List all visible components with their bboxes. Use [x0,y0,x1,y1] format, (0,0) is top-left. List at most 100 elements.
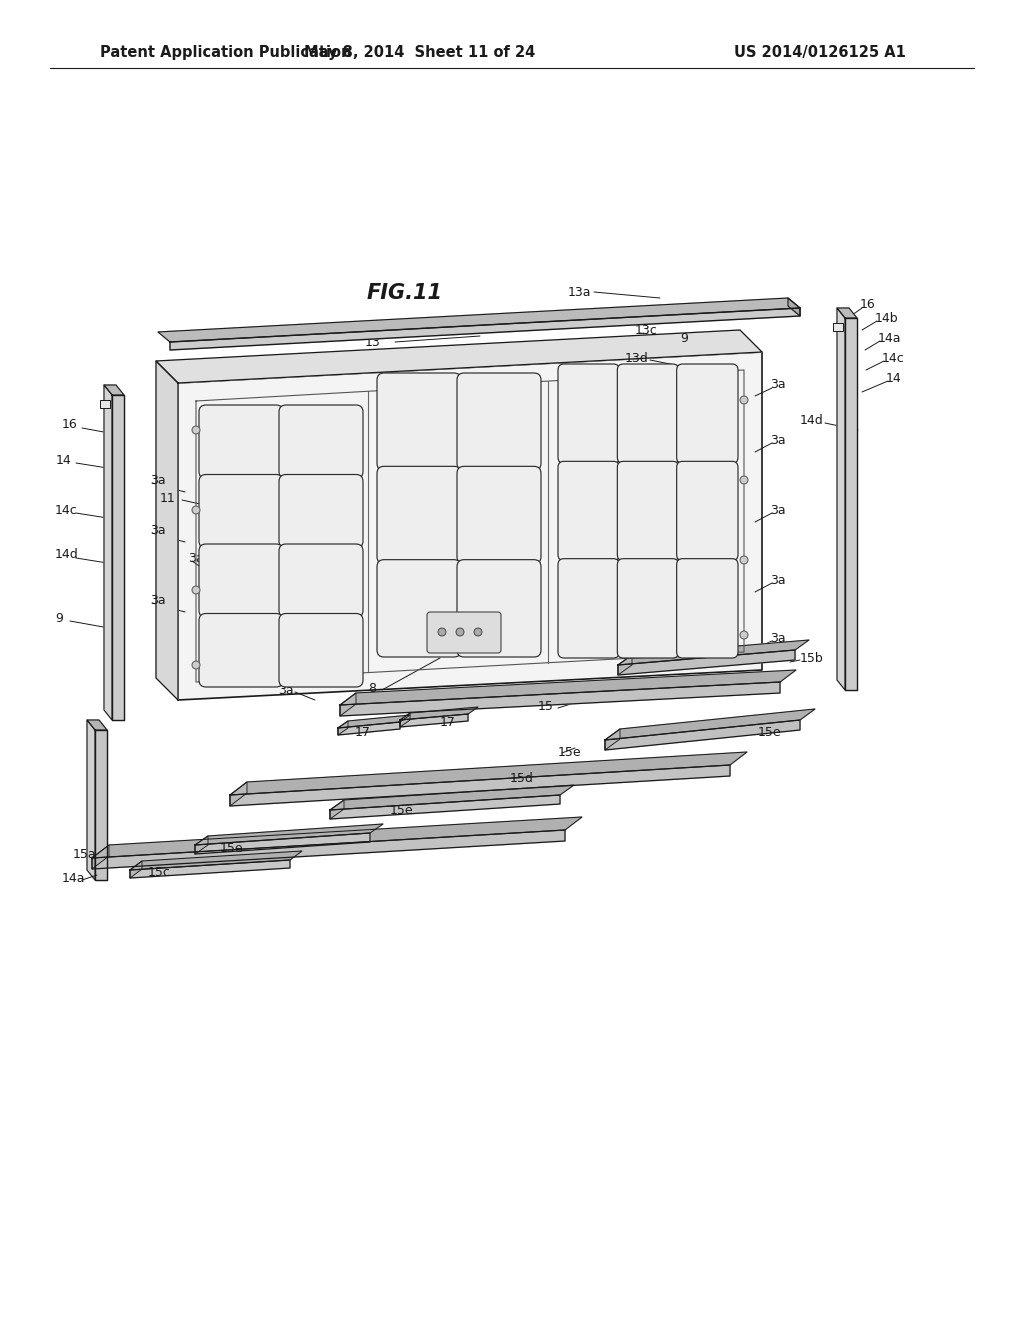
Polygon shape [605,719,800,750]
Text: 15b: 15b [800,652,823,664]
Polygon shape [330,795,560,818]
Text: 3: 3 [663,375,671,388]
FancyBboxPatch shape [279,474,362,548]
Polygon shape [605,729,620,750]
Polygon shape [195,824,383,845]
Polygon shape [104,385,112,719]
FancyBboxPatch shape [558,558,620,657]
Text: 7: 7 [618,424,626,437]
Polygon shape [605,709,815,741]
FancyBboxPatch shape [427,612,501,653]
Bar [100,400,110,408]
FancyBboxPatch shape [199,544,283,618]
Circle shape [193,586,200,594]
FancyBboxPatch shape [677,558,738,657]
Text: 11: 11 [650,366,666,379]
FancyBboxPatch shape [377,560,461,657]
Circle shape [740,477,748,484]
Polygon shape [178,352,762,700]
Polygon shape [788,298,800,315]
Text: 15e: 15e [758,726,781,738]
Text: 3a: 3a [258,661,273,675]
Polygon shape [618,655,632,675]
FancyBboxPatch shape [377,466,461,564]
Circle shape [740,631,748,639]
Text: 10: 10 [630,441,646,454]
Circle shape [193,661,200,669]
FancyBboxPatch shape [457,466,541,564]
FancyBboxPatch shape [617,558,679,657]
Text: Patent Application Publication: Patent Application Publication [100,45,351,59]
Text: 14d: 14d [55,549,79,561]
Polygon shape [195,833,370,854]
Text: 3a: 3a [770,631,785,644]
Text: US 2014/0126125 A1: US 2014/0126125 A1 [734,45,906,59]
Polygon shape [400,713,410,727]
FancyBboxPatch shape [279,614,362,686]
Text: 3a: 3a [770,573,785,586]
Polygon shape [338,722,400,735]
Polygon shape [92,830,565,869]
Polygon shape [837,308,845,690]
Polygon shape [95,730,106,880]
Text: 15e: 15e [390,804,414,817]
Polygon shape [104,385,124,395]
Text: 8: 8 [368,681,376,694]
Text: FIG.11: FIG.11 [367,282,443,304]
Polygon shape [340,671,796,705]
FancyBboxPatch shape [457,374,541,470]
Polygon shape [130,861,142,878]
Text: 16: 16 [860,298,876,312]
Text: 3a: 3a [150,474,166,487]
Text: 17: 17 [440,715,456,729]
Text: 14a: 14a [878,331,901,345]
FancyBboxPatch shape [558,461,620,561]
Text: 3a: 3a [188,552,204,565]
FancyBboxPatch shape [279,544,362,618]
Polygon shape [618,649,795,675]
FancyBboxPatch shape [279,405,362,479]
Polygon shape [400,714,468,727]
Circle shape [740,556,748,564]
Polygon shape [618,640,809,665]
Polygon shape [130,851,302,870]
Text: 13a: 13a [568,285,592,298]
FancyBboxPatch shape [677,461,738,561]
Text: 3a: 3a [278,684,294,697]
Bar [833,323,843,331]
Text: 13d: 13d [625,351,649,364]
Polygon shape [340,682,780,715]
Text: 6: 6 [598,408,606,421]
Text: 3a: 3a [150,594,166,606]
Text: 14c: 14c [55,503,78,516]
Polygon shape [158,298,800,342]
Text: 13c: 13c [635,323,657,337]
Text: 15a: 15a [73,849,96,862]
Polygon shape [230,766,730,807]
Polygon shape [338,715,410,729]
Polygon shape [340,693,356,715]
Polygon shape [87,719,95,880]
FancyBboxPatch shape [377,374,461,470]
Polygon shape [87,719,106,730]
Polygon shape [112,395,124,719]
Text: 3a: 3a [770,433,785,446]
Text: 15d: 15d [510,771,534,784]
Polygon shape [400,708,478,719]
Text: 14b: 14b [874,312,899,325]
Text: 17: 17 [355,726,371,738]
Polygon shape [837,308,857,318]
Circle shape [438,628,446,636]
Text: May 8, 2014  Sheet 11 of 24: May 8, 2014 Sheet 11 of 24 [304,45,536,59]
Circle shape [193,426,200,434]
Text: 3a: 3a [150,524,166,536]
Circle shape [193,506,200,513]
Text: 14d: 14d [800,413,823,426]
Text: 4: 4 [635,392,643,404]
Polygon shape [92,817,582,858]
Text: 9: 9 [55,611,62,624]
Polygon shape [92,845,109,869]
Polygon shape [195,836,208,854]
Text: 15: 15 [538,700,554,713]
Polygon shape [338,721,348,735]
